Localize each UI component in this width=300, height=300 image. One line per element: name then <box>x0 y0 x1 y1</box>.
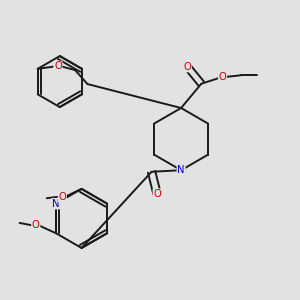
Text: O: O <box>219 72 226 82</box>
Text: O: O <box>184 61 191 72</box>
Text: O: O <box>153 189 161 199</box>
Text: O: O <box>58 192 66 202</box>
Text: O: O <box>54 61 62 71</box>
Text: N: N <box>177 165 185 175</box>
Text: N: N <box>52 199 60 209</box>
Text: O: O <box>32 220 40 230</box>
